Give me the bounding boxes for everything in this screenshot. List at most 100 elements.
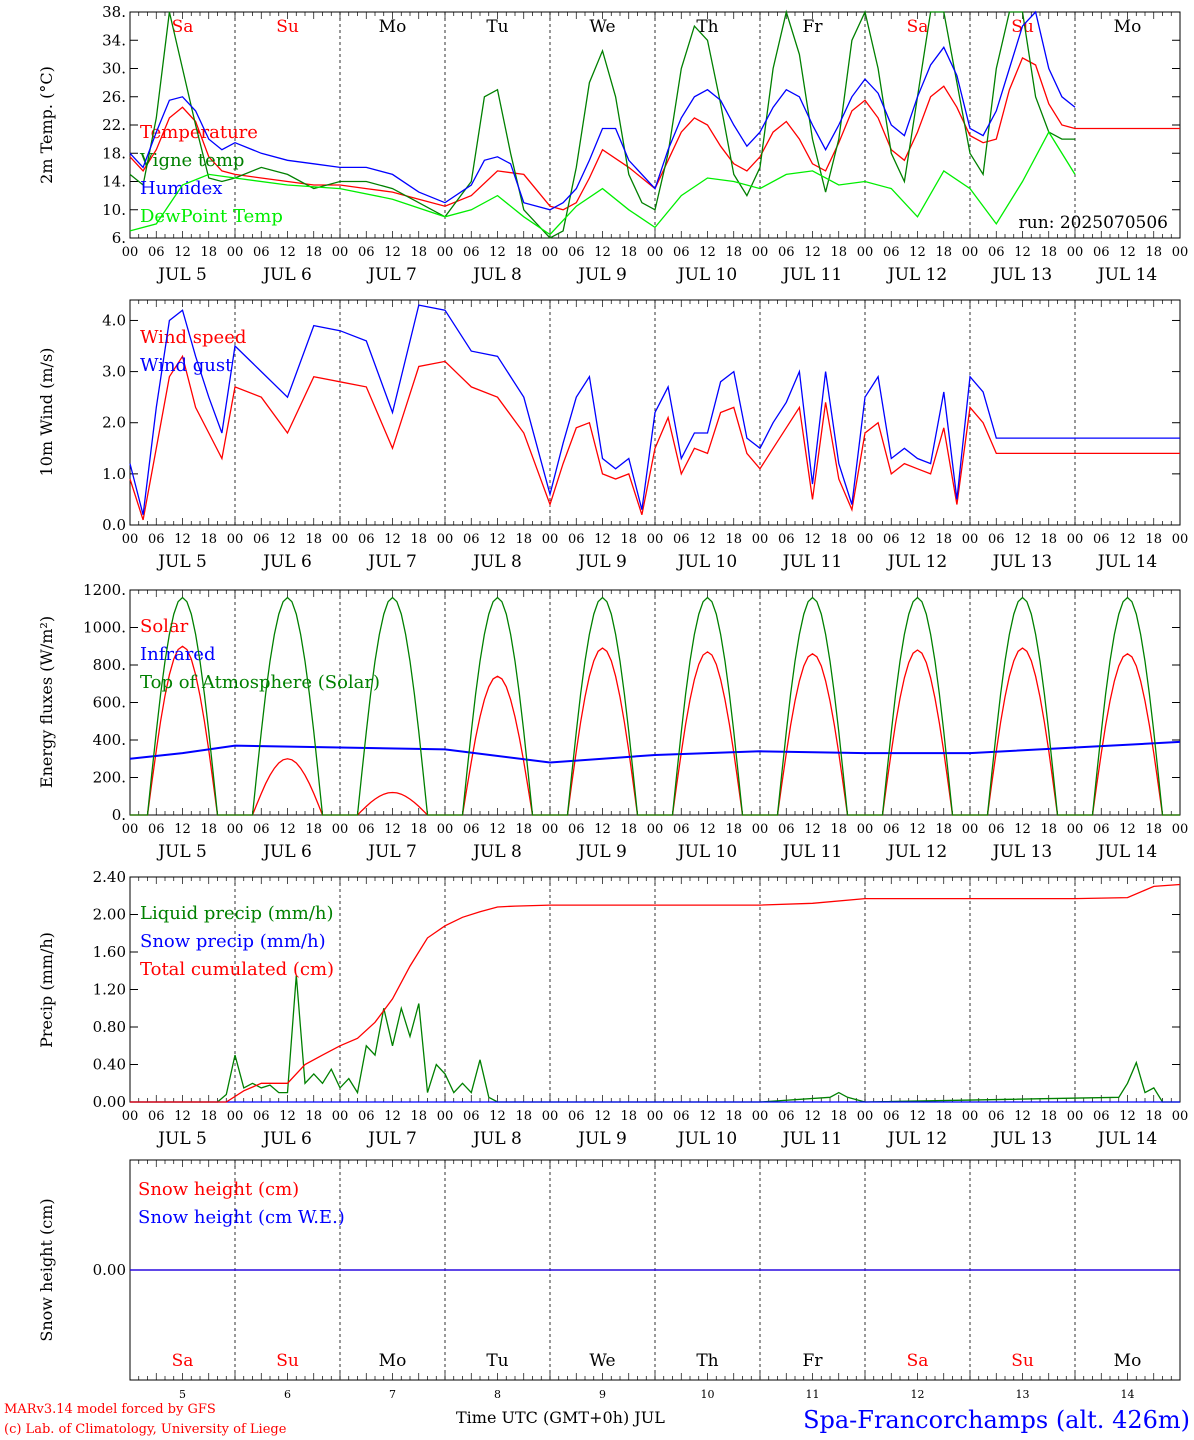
hour-tick-label: 06 [883, 532, 900, 547]
hour-tick-label: 12 [489, 822, 506, 837]
hour-tick-label: 06 [778, 1109, 795, 1124]
date-label: JUL 8 [471, 265, 522, 285]
legend-entry: Liquid precip (mm/h) [140, 903, 334, 924]
hour-tick-label: 18 [935, 532, 952, 547]
hour-tick-label: 06 [358, 822, 375, 837]
date-label: JUL 14 [1096, 842, 1157, 862]
date-label: JUL 5 [156, 265, 207, 285]
y-tick-label: 0.40 [93, 1056, 126, 1074]
hour-tick-label: 06 [253, 245, 270, 260]
hour-tick-label: 06 [568, 245, 585, 260]
hour-tick-label: 06 [1093, 1109, 1110, 1124]
hour-tick-label: 12 [1014, 1109, 1031, 1124]
date-label: JUL 6 [261, 552, 312, 572]
hour-tick-label: 12 [909, 822, 926, 837]
weekday-label: Sa [907, 1351, 929, 1371]
series-line [129, 10, 1076, 211]
hour-tick-label: 06 [988, 822, 1005, 837]
hour-tick-label: 06 [568, 822, 585, 837]
hour-tick-label: 18 [1145, 532, 1162, 547]
y-axis-label: Precip (mm/h) [37, 932, 56, 1048]
weekday-label: Su [276, 17, 299, 37]
y-tick-label: 2.0 [102, 414, 126, 432]
hour-tick-label: 00 [962, 1109, 979, 1124]
legend-entry: Top of Atmosphere (Solar) [140, 672, 380, 693]
y-tick-label: 14. [102, 173, 126, 191]
hour-tick-label: 00 [437, 822, 454, 837]
hour-tick-label: 18 [620, 532, 637, 547]
hour-tick-label: 06 [568, 532, 585, 547]
hour-tick-label: 00 [1172, 822, 1189, 837]
y-tick-label: 400. [93, 731, 126, 749]
date-label: JUL 7 [366, 1129, 417, 1149]
hour-tick-label: 06 [883, 1109, 900, 1124]
hour-tick-label: 12 [1014, 532, 1031, 547]
y-tick-label: 600. [93, 694, 126, 712]
date-label: JUL 9 [576, 842, 627, 862]
hour-tick-label: 12 [279, 532, 296, 547]
day-number-label: 5 [179, 1388, 186, 1401]
hour-tick-label: 18 [410, 1109, 427, 1124]
hour-tick-label: 18 [1040, 822, 1057, 837]
hour-tick-label: 00 [647, 1109, 664, 1124]
legend-entry: Snow height (cm) [138, 1179, 299, 1200]
weekday-label: Mo [1114, 17, 1142, 37]
hour-tick-label: 18 [305, 1109, 322, 1124]
hour-tick-label: 00 [122, 532, 139, 547]
hour-tick-label: 18 [305, 245, 322, 260]
date-label: JUL 12 [886, 552, 947, 572]
y-tick-label: 1000. [83, 619, 126, 637]
hour-tick-label: 12 [174, 1109, 191, 1124]
hour-tick-label: 00 [1067, 532, 1084, 547]
hour-tick-label: 06 [463, 822, 480, 837]
series-line [130, 883, 1181, 1103]
y-tick-label: 0.00 [93, 1093, 126, 1111]
hour-tick-label: 12 [1119, 532, 1136, 547]
series-line [130, 596, 1180, 816]
hour-tick-label: 00 [752, 1109, 769, 1124]
date-label: JUL 6 [261, 842, 312, 862]
weekday-label: Sa [172, 1351, 194, 1371]
hour-tick-label: 12 [699, 1109, 716, 1124]
date-label: JUL 14 [1096, 552, 1157, 572]
y-tick-label: 0.80 [93, 1018, 126, 1036]
hour-tick-label: 18 [200, 532, 217, 547]
hour-tick-label: 18 [515, 532, 532, 547]
hour-tick-label: 00 [227, 245, 244, 260]
hour-tick-label: 18 [305, 532, 322, 547]
hour-tick-label: 12 [594, 822, 611, 837]
hour-tick-label: 12 [384, 532, 401, 547]
hour-tick-label: 06 [883, 245, 900, 260]
hour-tick-label: 06 [253, 1109, 270, 1124]
date-label: JUL 7 [366, 265, 417, 285]
day-number-label: 7 [389, 1388, 396, 1401]
hour-tick-label: 18 [725, 245, 742, 260]
hour-tick-label: 18 [620, 822, 637, 837]
hour-tick-label: 06 [568, 1109, 585, 1124]
panel-4: 0.00 0.40 0.80 1.20 1.60 2.00 2.40 Precip (mm/h… [37, 868, 1188, 1149]
y-tick-label: 1.0 [102, 465, 126, 483]
hour-tick-label: 00 [332, 532, 349, 547]
day-number-label: 8 [494, 1388, 501, 1401]
date-label: JUL 13 [991, 842, 1052, 862]
hour-tick-label: 00 [1067, 1109, 1084, 1124]
hour-tick-label: 00 [542, 1109, 559, 1124]
hour-tick-label: 18 [935, 245, 952, 260]
hour-tick-label: 18 [830, 245, 847, 260]
hour-tick-label: 06 [673, 532, 690, 547]
hour-tick-label: 12 [1119, 822, 1136, 837]
series-line [129, 304, 1180, 515]
hour-tick-label: 18 [410, 822, 427, 837]
panel-5: 0.00 Snow height (cm) Sa 5 Su 6 Mo 7 Tu 8 We 9 Th 10 F… [37, 1159, 1181, 1401]
hour-tick-label: 12 [804, 532, 821, 547]
hour-tick-label: 06 [358, 532, 375, 547]
hour-tick-label: 12 [1119, 245, 1136, 260]
date-label: JUL 9 [576, 1129, 627, 1149]
date-label: JUL 12 [886, 1129, 947, 1149]
weekday-label: Th [696, 17, 718, 37]
hour-tick-label: 00 [1067, 822, 1084, 837]
hour-tick-label: 12 [699, 532, 716, 547]
legend-entry: Solar [140, 616, 189, 637]
hour-tick-label: 00 [437, 1109, 454, 1124]
hour-tick-label: 12 [279, 1109, 296, 1124]
